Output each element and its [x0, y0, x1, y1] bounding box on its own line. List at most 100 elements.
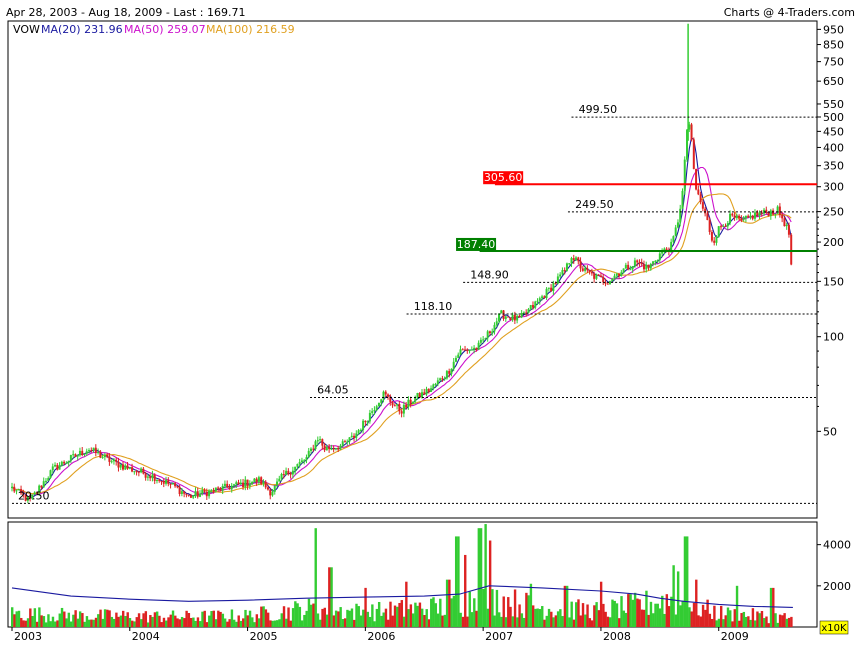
price-candle-body — [291, 470, 294, 475]
volume-bar — [615, 603, 619, 627]
price-candle-body — [758, 212, 761, 216]
price-candle-body — [565, 263, 568, 271]
price-candle-body — [552, 283, 555, 291]
legend-item-vow: VOW — [13, 23, 40, 36]
price-candle-body — [230, 485, 233, 490]
volume-bar — [774, 613, 777, 627]
price-candle-body — [257, 477, 260, 483]
volume-bar — [42, 616, 46, 627]
price-candle-body — [15, 490, 18, 492]
volume-bar — [769, 587, 773, 627]
price-candle-body — [309, 448, 312, 451]
price-tick-label: 50 — [823, 425, 837, 438]
volume-bar — [74, 610, 77, 627]
volume-bar — [142, 613, 145, 627]
price-candle-body — [155, 479, 158, 481]
volume-bar — [731, 621, 734, 627]
volume-bar — [733, 609, 736, 627]
volume-bar — [665, 594, 669, 627]
price-candle-body — [747, 215, 750, 218]
volume-bar — [78, 611, 82, 627]
volume-bar — [448, 579, 451, 627]
volume-bar — [622, 610, 625, 627]
price-candle-body — [563, 270, 566, 272]
volume-bar — [570, 601, 573, 627]
volume-bar — [280, 613, 283, 627]
volume-bar — [606, 616, 610, 627]
price-candle-body — [674, 227, 677, 237]
volume-bar — [493, 615, 496, 627]
price-candle-body — [559, 274, 562, 277]
price-candle-body — [171, 483, 174, 485]
volume-bar — [214, 619, 218, 627]
volume-bar — [31, 616, 34, 627]
volume-bar — [364, 587, 367, 627]
volume-bar — [255, 614, 259, 627]
volume-bar — [162, 617, 166, 627]
volume-bar — [101, 618, 105, 627]
volume-bar — [502, 596, 505, 627]
volume-bar — [47, 614, 50, 627]
price-candle-body — [124, 465, 127, 470]
price-candle-body — [85, 451, 88, 454]
price-candle-body — [692, 139, 695, 169]
volume-bar — [264, 609, 268, 627]
level-label: 187.40 — [457, 238, 496, 251]
level-label: 64.05 — [317, 384, 349, 397]
price-candle-body — [364, 420, 367, 423]
price-candle-body — [24, 494, 27, 501]
price-candle-body — [409, 399, 412, 404]
price-candle-body — [205, 491, 208, 497]
price-candle-body — [108, 456, 111, 462]
volume-bar — [740, 613, 743, 627]
volume-bar — [92, 619, 95, 627]
volume-bar — [158, 615, 161, 627]
price-candle-body — [710, 231, 713, 241]
price-candle-body — [266, 487, 269, 490]
volume-bar — [552, 617, 555, 627]
price-candle-body — [767, 212, 770, 217]
price-candle-body — [749, 215, 752, 218]
price-candle-body — [525, 312, 528, 314]
volume-bar — [237, 615, 240, 627]
volume-bar — [151, 616, 154, 627]
price-candle-body — [42, 481, 45, 488]
price-candle-body — [391, 401, 394, 406]
price-candle-body — [454, 357, 457, 362]
volume-bar — [706, 599, 709, 627]
price-candle-body — [500, 310, 503, 314]
price-candle-body — [706, 213, 709, 220]
price-candle-body — [29, 496, 32, 499]
volume-bar — [441, 615, 444, 627]
volume-bar — [144, 611, 148, 627]
volume-average-polyline — [11, 585, 793, 608]
volume-bar — [629, 594, 632, 627]
price-candle-body — [377, 402, 380, 407]
volume-bar — [529, 583, 533, 627]
price-candle-body — [647, 264, 650, 269]
volume-bar — [260, 606, 263, 627]
price-candle-body — [652, 261, 655, 264]
volume-bar — [94, 617, 98, 627]
volume-bar — [436, 613, 440, 627]
volume-bar — [81, 613, 84, 627]
volume-bar — [212, 610, 215, 627]
price-candle-body — [393, 405, 396, 407]
price-candle-body — [103, 454, 106, 458]
level-label: 148.90 — [470, 268, 509, 281]
volume-bar — [402, 616, 406, 627]
volume-bar — [407, 609, 410, 627]
x-tick-label: 2004 — [132, 630, 160, 643]
price-candle-body — [63, 461, 66, 464]
price-candle-body — [590, 272, 593, 274]
volume-bar — [323, 607, 326, 627]
price-candle-body — [180, 491, 183, 495]
volume-bar — [593, 605, 596, 627]
volume-bar — [309, 604, 313, 627]
price-candle-body — [593, 273, 596, 279]
price-candle-body — [665, 248, 668, 250]
price-candle-body — [722, 225, 725, 227]
price-candle-body — [715, 236, 718, 243]
price-candle-body — [325, 446, 328, 451]
